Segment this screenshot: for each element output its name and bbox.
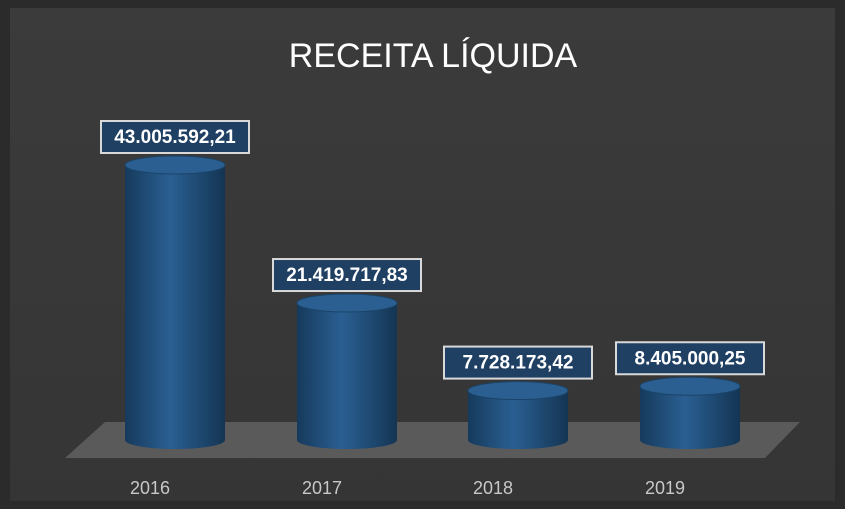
bar bbox=[125, 165, 225, 449]
floor bbox=[65, 422, 800, 458]
value-label-box bbox=[272, 258, 422, 293]
chart-title: RECEITA LÍQUIDA bbox=[289, 37, 578, 75]
bar-top bbox=[124, 155, 226, 175]
x-tick-label: 2017 bbox=[302, 478, 342, 498]
value-label: 21.419.717,83 bbox=[286, 265, 408, 286]
value-label-box bbox=[443, 345, 593, 380]
x-tick-label: 2018 bbox=[473, 478, 513, 498]
value-label: 7.728.173,42 bbox=[463, 353, 574, 374]
value-label: 43.005.592,21 bbox=[114, 127, 236, 148]
value-label-box bbox=[100, 120, 250, 154]
bar bbox=[297, 303, 397, 449]
bar-top bbox=[296, 293, 398, 313]
x-tick-label: 2019 bbox=[645, 478, 685, 498]
bar bbox=[640, 386, 740, 449]
value-label-box bbox=[615, 341, 765, 376]
bar-top bbox=[639, 376, 741, 396]
x-tick-label: 2016 bbox=[130, 478, 170, 498]
bar bbox=[468, 390, 568, 449]
value-label: 8.405.000,25 bbox=[635, 348, 746, 369]
bar-top bbox=[467, 381, 569, 401]
